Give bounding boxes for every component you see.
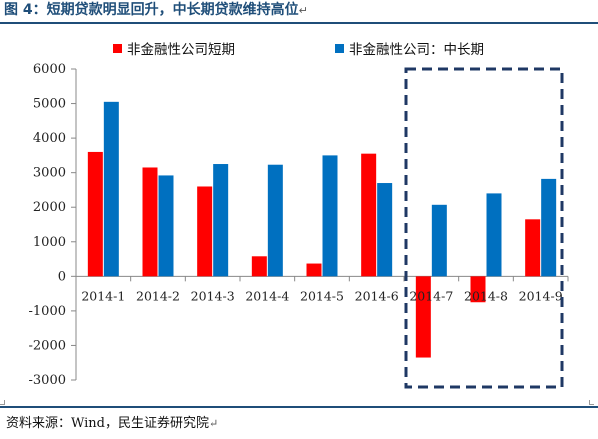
- highlight-box: [404, 67, 564, 389]
- y-tick-label: 3000: [33, 166, 66, 181]
- bar-short-term-2014-1: [87, 151, 103, 277]
- bar-short-term-2014-2: [142, 167, 158, 277]
- x-tick-label-2014-8: 2014-8: [464, 288, 508, 303]
- bar-long-term-2014-9: [541, 178, 557, 277]
- x-tick-label-2014-2: 2014-2: [136, 288, 180, 303]
- source-text: 资料来源：Wind，民生证券研究院: [6, 416, 209, 431]
- bar-short-term-2014-7: [415, 276, 431, 358]
- y-tick-label: -2000: [29, 338, 66, 353]
- x-tick-label-2014-9: 2014-9: [519, 288, 563, 303]
- figure-title: 图 4：短期贷款明显回升，中长期贷款维持高位↵: [0, 0, 598, 20]
- bar-long-term-2014-8: [486, 193, 502, 277]
- y-tick-label: -1000: [29, 304, 66, 319]
- x-tick-label-2014-4: 2014-4: [245, 288, 289, 303]
- bar-short-term-2014-8: [470, 276, 486, 303]
- source-note: 资料来源：Wind，民生证券研究院↵: [6, 412, 218, 431]
- source-paragraph-mark-icon: ↵: [209, 417, 219, 430]
- bar-short-term-2014-3: [197, 186, 213, 277]
- bar-short-term-2014-6: [361, 153, 377, 277]
- y-tick-label: 4000: [33, 131, 66, 146]
- x-tick-label-2014-7: 2014-7: [409, 288, 453, 303]
- corner-mark-right: [589, 400, 594, 405]
- legend-swatch-long-term: [335, 44, 344, 53]
- bar-short-term-2014-4: [251, 256, 267, 277]
- x-tick-labels: 2014-1 2014-2 2014-3 2014-4 2014-5 2014-6 2014…: [81, 288, 562, 303]
- y-tick-label: 5000: [33, 97, 66, 112]
- bar-chart: 非金融性公司短期 非金融性公司：中长期 6000 5000 4000 3000 2000…: [29, 42, 569, 389]
- bar-long-term-2014-6: [377, 183, 393, 277]
- paragraph-mark-icon: ↵: [298, 4, 308, 17]
- bar-short-term-2014-5: [306, 263, 322, 277]
- x-tick-label-2014-3: 2014-3: [191, 288, 235, 303]
- x-tick-label-2014-5: 2014-5: [300, 288, 344, 303]
- y-tick-label: 0: [58, 269, 66, 284]
- figure-title-text: 图 4：短期贷款明显回升，中长期贷款维持高位: [4, 2, 299, 18]
- y-tick-label: 6000: [33, 62, 66, 77]
- legend-label-long-term: 非金融性公司：中长期: [349, 42, 484, 58]
- y-tick-label: 2000: [33, 200, 66, 215]
- bar-long-term-2014-2: [158, 175, 174, 277]
- y-tick-label: 1000: [33, 235, 66, 250]
- bar-long-term-2014-3: [213, 164, 229, 277]
- bar-long-term-2014-5: [322, 155, 338, 277]
- bar-long-term-2014-1: [103, 101, 119, 277]
- bar-long-term-2014-7: [431, 204, 447, 277]
- x-tick-label-2014-1: 2014-1: [81, 288, 125, 303]
- legend-swatch-short-term: [113, 44, 122, 53]
- x-tick-label-2014-6: 2014-6: [355, 288, 399, 303]
- legend-label-short-term: 非金融性公司短期: [127, 42, 235, 58]
- axes: 6000 5000 4000 3000 2000 1000 0 -1000 -2000 -3000: [29, 62, 569, 388]
- bar-long-term-2014-4: [267, 164, 283, 277]
- source-rule: [0, 406, 598, 408]
- bars: [87, 101, 557, 358]
- bar-short-term-2014-9: [525, 219, 541, 277]
- title-rule: [0, 22, 598, 24]
- y-tick-label: -3000: [29, 373, 66, 388]
- corner-mark-left: [0, 400, 5, 405]
- legend: 非金融性公司短期 非金融性公司：中长期: [113, 42, 484, 58]
